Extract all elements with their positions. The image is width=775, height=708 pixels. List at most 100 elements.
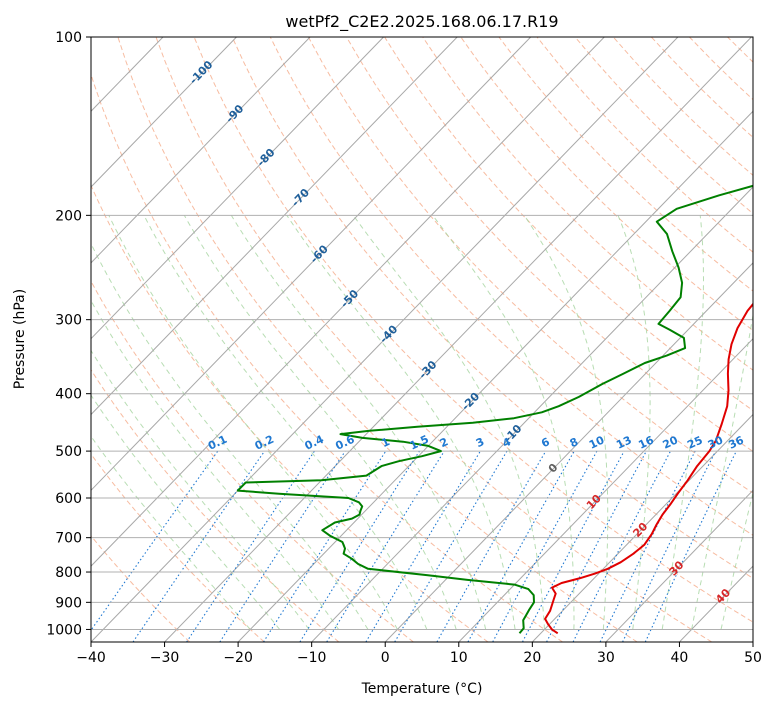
isotherm bbox=[458, 337, 753, 642]
y-axis-label: Pressure (hPa) bbox=[12, 289, 28, 389]
dewpoint-profile bbox=[236, 184, 753, 634]
dry-adiabat bbox=[155, 37, 713, 642]
mixing-ratio-label: 3 bbox=[474, 435, 486, 450]
y-axis: 1000 900 800 700 600 500 400 300 200 100 bbox=[46, 30, 91, 638]
mixing-ratio-line bbox=[219, 450, 346, 642]
mixing-ratio-label: 30 bbox=[706, 433, 726, 451]
moist-adiabat bbox=[108, 215, 398, 630]
x-axis-label: Temperature (°C) bbox=[361, 681, 483, 697]
mixing-ratio-line bbox=[186, 450, 315, 642]
dry-adiabat bbox=[117, 37, 638, 642]
mixing-ratio-label: 10 bbox=[587, 433, 607, 451]
isotherm bbox=[91, 37, 458, 416]
isotherm bbox=[164, 37, 752, 642]
dry-adiabat bbox=[650, 37, 753, 139]
y-tick-label: 300 bbox=[55, 313, 82, 329]
isotherm bbox=[91, 37, 237, 188]
x-tick-label: −20 bbox=[223, 650, 253, 666]
y-tick-label: 800 bbox=[55, 565, 82, 581]
y-tick-label: 500 bbox=[55, 444, 82, 460]
dry-adiabat bbox=[193, 37, 753, 623]
moist-adiabat bbox=[691, 312, 753, 630]
mixing-ratio-line bbox=[436, 450, 547, 642]
isotherm bbox=[237, 110, 753, 642]
moist-adiabat bbox=[91, 435, 251, 630]
mixing-ratio-line bbox=[91, 450, 219, 632]
isotherm bbox=[91, 37, 605, 567]
isotherm bbox=[531, 413, 753, 642]
mixing-ratio-line bbox=[492, 450, 598, 642]
dry-adiabat bbox=[498, 37, 753, 292]
dry-adiabat bbox=[346, 37, 753, 453]
dry-adiabat bbox=[91, 184, 489, 642]
x-tick-label: 0 bbox=[381, 650, 390, 666]
mixing-ratio-label: 0.4 bbox=[303, 433, 326, 453]
dry-adiabat bbox=[422, 37, 753, 371]
mixing-ratio-label: 0.2 bbox=[253, 433, 276, 453]
mixing-ratio-label: 1.5 bbox=[408, 433, 431, 453]
isotherm bbox=[91, 37, 679, 642]
isotherm bbox=[91, 37, 311, 264]
mixing-ratio-line bbox=[546, 450, 647, 642]
y-tick-label: 900 bbox=[55, 595, 82, 611]
isotherm bbox=[311, 186, 753, 642]
mixing-ratio-label: 16 bbox=[636, 433, 656, 451]
x-tick-label: 50 bbox=[744, 650, 762, 666]
dry-adiabat bbox=[91, 535, 191, 642]
isotherm bbox=[91, 37, 532, 492]
dry-adiabat bbox=[91, 280, 414, 642]
x-tick-label: −40 bbox=[76, 650, 106, 666]
dry-adiabat bbox=[766, 37, 775, 642]
dry-adiabat bbox=[727, 37, 753, 63]
mixing-ratio-label: 36 bbox=[726, 433, 746, 451]
mixing-ratio-label: 0.1 bbox=[206, 433, 229, 453]
moist-adiabat bbox=[230, 215, 487, 630]
mixing-ratio-line bbox=[599, 450, 696, 642]
mixing-ratio-label: 25 bbox=[685, 434, 704, 452]
moist-adiabat bbox=[617, 215, 651, 630]
dry-adiabat bbox=[91, 369, 340, 642]
mixing-ratio-label: 13 bbox=[614, 434, 633, 452]
dry-adiabat bbox=[91, 72, 563, 642]
mixing-ratio-label: 2 bbox=[438, 435, 450, 450]
moist-adiabat bbox=[352, 215, 545, 630]
dry-adiabat bbox=[536, 37, 753, 253]
isotherm bbox=[91, 37, 384, 340]
plot-frame bbox=[90, 36, 754, 643]
x-tick-label: −30 bbox=[150, 650, 180, 666]
moist-adiabat bbox=[720, 491, 753, 630]
dry-adiabat bbox=[384, 37, 753, 412]
x-tick-label: 10 bbox=[450, 650, 468, 666]
moist-adiabat bbox=[432, 215, 575, 630]
moist-adiabat bbox=[183, 215, 457, 630]
mixing-ratio-line bbox=[644, 450, 737, 642]
moist-adiabat bbox=[523, 215, 609, 630]
dry-adiabat bbox=[91, 453, 265, 642]
x-tick-label: 40 bbox=[671, 650, 689, 666]
chart-title: wetPf2_C2E2.2025.168.06.17.R19 bbox=[285, 12, 558, 32]
mixing-ratio-line bbox=[132, 450, 266, 642]
mixing-ratio-line bbox=[263, 450, 387, 642]
mixing-ratio-line bbox=[522, 450, 625, 642]
x-tick-label: 20 bbox=[523, 650, 541, 666]
dry-adiabat bbox=[307, 37, 753, 494]
y-tick-label: 600 bbox=[55, 491, 82, 507]
mixing-ratio-line bbox=[467, 450, 575, 642]
profile-lines bbox=[236, 184, 753, 635]
isotherm bbox=[384, 262, 753, 642]
mixing-ratio-line bbox=[572, 450, 671, 642]
dry-adiabat bbox=[269, 37, 753, 536]
line-labels: -100-90-80-70-60-50-40-30-20-10010203040… bbox=[187, 58, 746, 606]
y-tick-label: 100 bbox=[55, 30, 82, 46]
y-tick-label: 700 bbox=[55, 531, 82, 547]
x-tick-label: −10 bbox=[297, 650, 327, 666]
y-tick-label: 1000 bbox=[46, 622, 82, 638]
x-tick-label: 30 bbox=[597, 650, 615, 666]
dry-adiabat bbox=[231, 37, 753, 579]
mixing-ratio-line bbox=[326, 450, 445, 642]
mixing-ratio-label: 1 bbox=[379, 435, 391, 450]
moist-adiabat bbox=[91, 299, 339, 630]
isotherm bbox=[752, 641, 753, 642]
mixing-ratio-label: 6 bbox=[539, 435, 552, 450]
